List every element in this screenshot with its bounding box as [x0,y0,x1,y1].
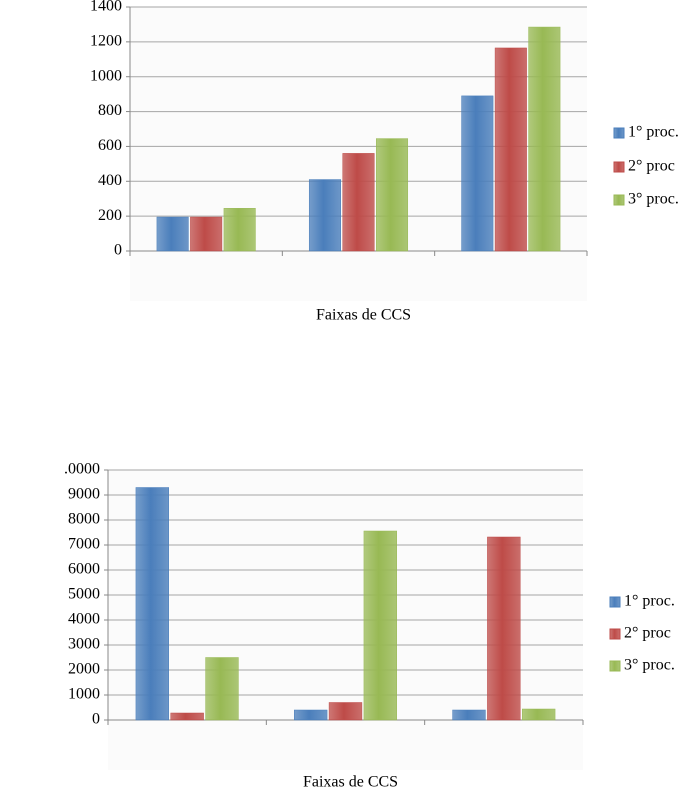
y-tick-label: 600 [98,137,122,154]
bar [363,530,397,721]
bar [190,216,223,252]
legend-label: 2° proc [628,158,675,175]
legend-swatch [613,161,625,173]
bar [487,536,521,721]
bar [294,709,328,721]
bar [223,208,256,252]
y-tick-label: 3000 [68,636,100,653]
legend-swatch [613,127,625,139]
bar [135,487,170,721]
legend-label: 2° proc [624,625,671,642]
y-tick-label: 1400 [90,0,122,15]
legend-label: 1° proc. [628,124,679,141]
bar [342,153,375,252]
bar [308,179,341,252]
bar [452,709,486,721]
bar [170,712,204,721]
x-axis-label: Faixas de CCS [316,307,411,324]
bar [461,95,494,252]
y-tick-label: 7000 [68,536,100,553]
bar [522,708,556,721]
y-tick-label: 400 [98,172,122,189]
legend-swatch [609,596,621,608]
y-tick-label: .0000 [64,461,100,478]
y-tick-label: 5000 [68,586,100,603]
legend-label: 1° proc. [624,593,675,610]
legend-swatch [613,194,625,206]
y-tick-label: 1000 [68,686,100,703]
y-tick-label: 800 [98,102,122,119]
y-tick-label: 8000 [68,511,100,528]
y-tick-label: 4000 [68,611,100,628]
y-tick-label: 6000 [68,561,100,578]
bar [156,216,189,252]
y-tick-label: 0 [92,711,100,728]
bar [328,702,363,721]
legend-label: 3° proc. [628,191,679,208]
bar [205,657,239,721]
y-tick-label: 2000 [68,661,100,678]
bar [376,138,409,252]
y-tick-label: 1000 [90,67,122,84]
bar [494,47,527,252]
y-tick-label: 1200 [90,33,122,50]
y-tick-label: 0 [114,242,122,259]
bar [528,26,561,252]
x-axis-label: Faixas de CCS [303,774,398,791]
y-tick-label: 9000 [68,486,100,503]
legend-swatch [609,660,621,672]
y-tick-label: 200 [98,207,122,224]
legend-swatch [609,628,621,640]
legend-label: 3° proc. [624,657,675,674]
